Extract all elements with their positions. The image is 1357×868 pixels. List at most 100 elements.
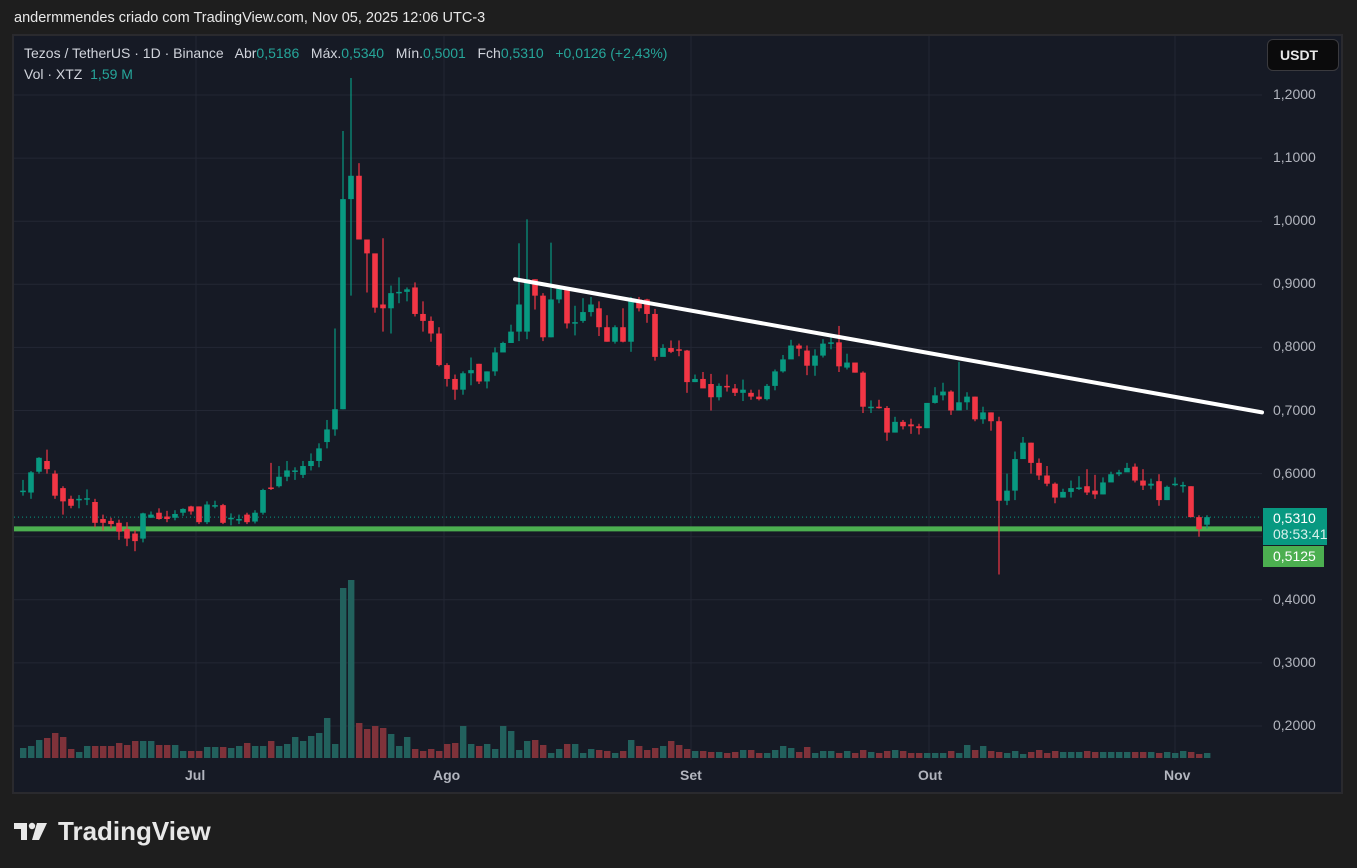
volume-bar: [740, 750, 747, 758]
candle-up: [484, 371, 490, 382]
volume-bar: [508, 731, 515, 758]
candle-up: [1004, 490, 1010, 501]
candle-up: [76, 498, 82, 501]
volume-bar: [604, 751, 611, 758]
volume-bar: [300, 741, 307, 758]
candle-down: [372, 253, 378, 308]
trendline: [513, 277, 1264, 415]
candle-up: [660, 348, 666, 357]
volume-bar: [1164, 752, 1171, 758]
volume-bar: [1052, 751, 1059, 758]
candle-up: [292, 470, 298, 472]
volume-bar: [252, 746, 259, 758]
candle-down: [268, 487, 274, 489]
candle-down: [988, 412, 994, 422]
volume-bar: [1036, 750, 1043, 758]
candle-up: [868, 406, 874, 409]
price-axis-label: 0,8000: [1273, 338, 1316, 355]
time-axis-label: Set: [680, 767, 702, 783]
volume-bar: [948, 751, 955, 758]
candle-up: [572, 322, 578, 324]
ohlc-legend: Tezos / TetherUS · 1D · Binance Abr0,518…: [24, 45, 667, 61]
volume-bar: [1172, 753, 1179, 758]
candle-down: [68, 498, 74, 506]
candle-up: [316, 448, 322, 461]
volume-bar: [980, 746, 987, 758]
volume-bar: [1108, 752, 1115, 758]
candle-down: [1092, 490, 1098, 495]
volume-bar: [940, 753, 947, 758]
symbol-label[interactable]: Tezos / TetherUS · 1D · Binance: [24, 45, 224, 61]
candle-up: [524, 279, 530, 332]
candle-up: [932, 395, 938, 403]
price-axis-label: 0,2000: [1273, 717, 1316, 733]
volume-bar: [700, 751, 707, 758]
volume-bar: [316, 733, 323, 758]
volume-bar: [580, 753, 587, 758]
candle-up: [940, 391, 946, 396]
candle-up: [772, 371, 778, 386]
candle-down: [804, 350, 810, 366]
volume-bar: [588, 749, 595, 758]
volume-bar: [1196, 754, 1203, 758]
candle-up: [172, 513, 178, 518]
bar-countdown: 08:53:41: [1273, 526, 1328, 542]
candle-up: [1108, 474, 1114, 483]
open-label: Abr: [234, 45, 257, 61]
volume-bar: [180, 751, 187, 758]
candle-up: [332, 409, 338, 430]
volume-bar: [972, 750, 979, 758]
volume-bar: [996, 752, 1003, 758]
candle-up: [460, 373, 466, 390]
candle-down: [756, 396, 762, 400]
volume-bar: [868, 752, 875, 758]
volume-bar: [1180, 751, 1187, 758]
volume-bar: [1028, 752, 1035, 758]
volume-bar: [212, 747, 219, 758]
candle-down: [44, 460, 50, 470]
volume-bar: [20, 748, 27, 758]
volume-bar: [308, 736, 315, 758]
volume-bar: [164, 745, 171, 758]
volume-bar: [28, 746, 35, 758]
candle-up: [1012, 459, 1018, 491]
volume-bar: [716, 752, 723, 758]
volume-bar: [596, 750, 603, 758]
candle-down: [380, 304, 386, 309]
volume-bar: [1148, 752, 1155, 758]
candle-up: [284, 470, 290, 477]
volume-bar: [1124, 752, 1131, 758]
volume-bar: [956, 753, 963, 758]
candle-down: [436, 333, 442, 366]
candle-up: [964, 396, 970, 403]
candle-up: [140, 513, 146, 539]
volume-bar: [532, 740, 539, 758]
volume-bar: [732, 752, 739, 758]
currency-button[interactable]: USDT: [1267, 39, 1339, 71]
volume-label[interactable]: Vol · XTZ: [24, 66, 83, 82]
volume-bar: [1188, 752, 1195, 758]
candle-up: [1116, 472, 1122, 475]
candle-up: [324, 429, 330, 443]
candle-down: [100, 519, 106, 523]
volume-bar: [372, 726, 379, 758]
volume-bar: [1060, 752, 1067, 758]
volume-bar: [92, 746, 99, 758]
candle-down: [428, 320, 434, 334]
candle-up: [1076, 487, 1082, 489]
candle-up: [1164, 486, 1170, 501]
volume-bar: [564, 744, 571, 758]
volume-bar: [636, 746, 643, 758]
volume-bar: [748, 750, 755, 758]
candle-down: [540, 295, 546, 338]
price-axis-label: 0,6000: [1273, 464, 1316, 481]
change-value: +0,0126 (+2,43%): [555, 45, 668, 61]
candle-down: [684, 350, 690, 383]
candle-down: [564, 287, 570, 324]
candle-down: [676, 349, 682, 351]
volume-bar: [492, 749, 499, 758]
chart-panel[interactable]: [12, 34, 1343, 794]
candle-up: [1180, 484, 1186, 487]
candle-down: [52, 473, 58, 496]
